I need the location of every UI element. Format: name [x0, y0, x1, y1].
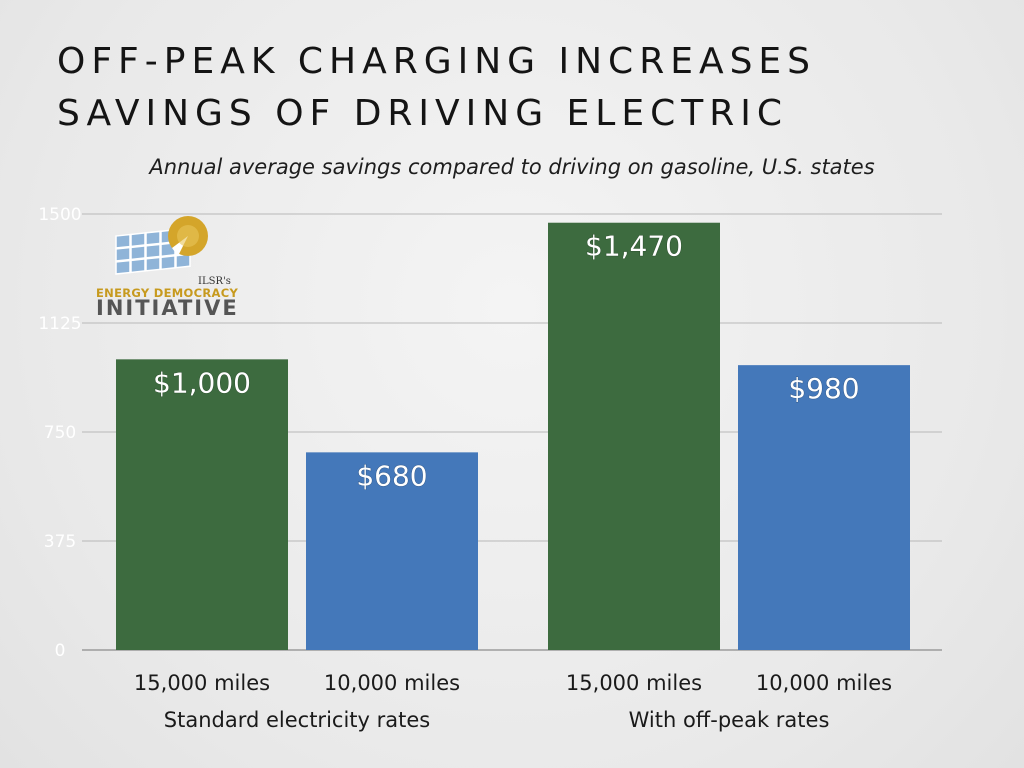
slide-title-line1: OFF-PEAK CHARGING INCREASES: [57, 41, 817, 82]
bar-value-label: $1,470: [585, 230, 683, 263]
chart-subtitle: Annual average savings compared to drivi…: [149, 155, 875, 179]
bar: [306, 452, 478, 650]
category-label: 15,000 miles: [566, 671, 702, 695]
y-tick-label: 375: [44, 532, 76, 552]
y-tick-label: 1125: [38, 314, 81, 334]
logo-org-text: ILSR's: [198, 276, 231, 287]
category-label: 10,000 miles: [756, 671, 892, 695]
bar-value-label: $680: [356, 459, 427, 492]
logo-line1: ENERGY DEMOCRACY: [96, 286, 239, 300]
bar: [116, 359, 288, 650]
group-label: With off-peak rates: [629, 708, 830, 732]
y-tick-label: 0: [55, 641, 66, 661]
group-label: Standard electricity rates: [164, 708, 430, 732]
slide-title: OFF-PEAK CHARGING INCREASES SAVINGS OF D…: [57, 36, 816, 140]
category-label: 15,000 miles: [134, 671, 270, 695]
bar: [548, 222, 720, 650]
bar-value-label: $980: [788, 372, 859, 405]
logo-line2: INITIATIVE: [96, 296, 239, 320]
energy-democracy-logo-icon: [115, 216, 208, 275]
category-label: 10,000 miles: [324, 671, 460, 695]
slide-title-line2: SAVINGS OF DRIVING ELECTRIC: [57, 93, 789, 134]
y-tick-label: 750: [44, 423, 76, 443]
y-tick-label: 1500: [38, 205, 81, 225]
bar: [738, 365, 910, 650]
bar-value-label: $1,000: [153, 366, 251, 399]
